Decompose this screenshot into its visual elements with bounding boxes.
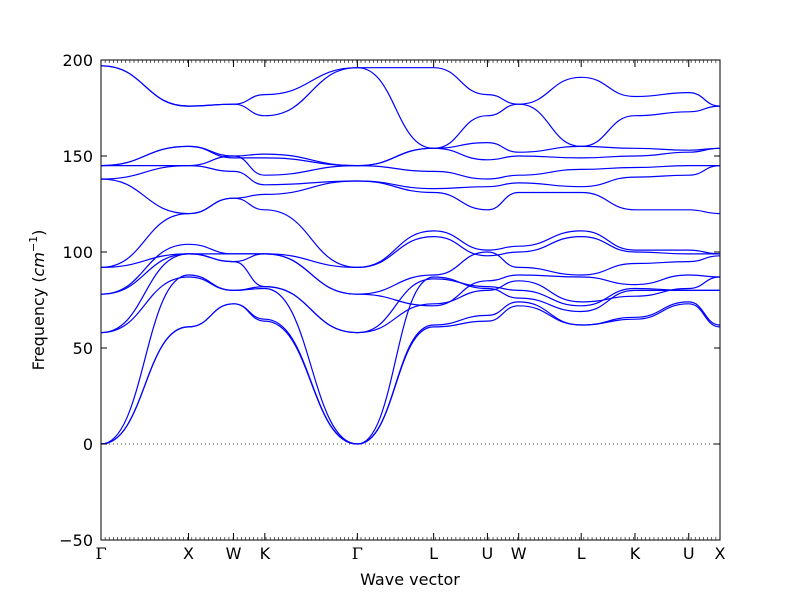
x-tick-label: K [630, 544, 641, 563]
x-tick-label: X [715, 544, 726, 563]
phonon-branch [100, 235, 720, 269]
x-tick-label: L [429, 544, 438, 563]
phonon-branch [100, 164, 721, 190]
x-tick-label: W [226, 544, 242, 563]
x-tick-label: U [683, 544, 695, 563]
x-tick-label: W [511, 544, 527, 563]
x-tick-label: X [183, 544, 194, 563]
y-tick-label: −50 [59, 531, 93, 550]
x-tick-label: L [577, 544, 586, 563]
x-axis-label: Wave vector [360, 570, 460, 589]
y-tick-label: 150 [62, 147, 93, 166]
phonon-branch [100, 253, 721, 307]
y-tick-label: 100 [62, 243, 93, 262]
y-tick-label: 200 [62, 51, 93, 70]
y-axis-label: Frequency (cm−1) [27, 230, 48, 371]
phonon-branch [100, 276, 720, 334]
x-tick-label: Γ [95, 544, 106, 563]
plot-area [101, 60, 720, 540]
x-tick-label: Γ [352, 544, 363, 563]
x-tick-label: U [482, 544, 494, 563]
phonon-branch [100, 65, 721, 107]
plot-frame [100, 59, 721, 541]
x-tick-label: K [260, 544, 271, 563]
y-tick-label: 0 [83, 435, 93, 454]
phonon-branch [100, 243, 721, 295]
phonon-branch [100, 145, 721, 167]
y-tick-label: 50 [73, 339, 93, 358]
phonon-branch [100, 301, 721, 445]
phonon-branch [100, 178, 721, 215]
phonon-branch [100, 274, 720, 445]
